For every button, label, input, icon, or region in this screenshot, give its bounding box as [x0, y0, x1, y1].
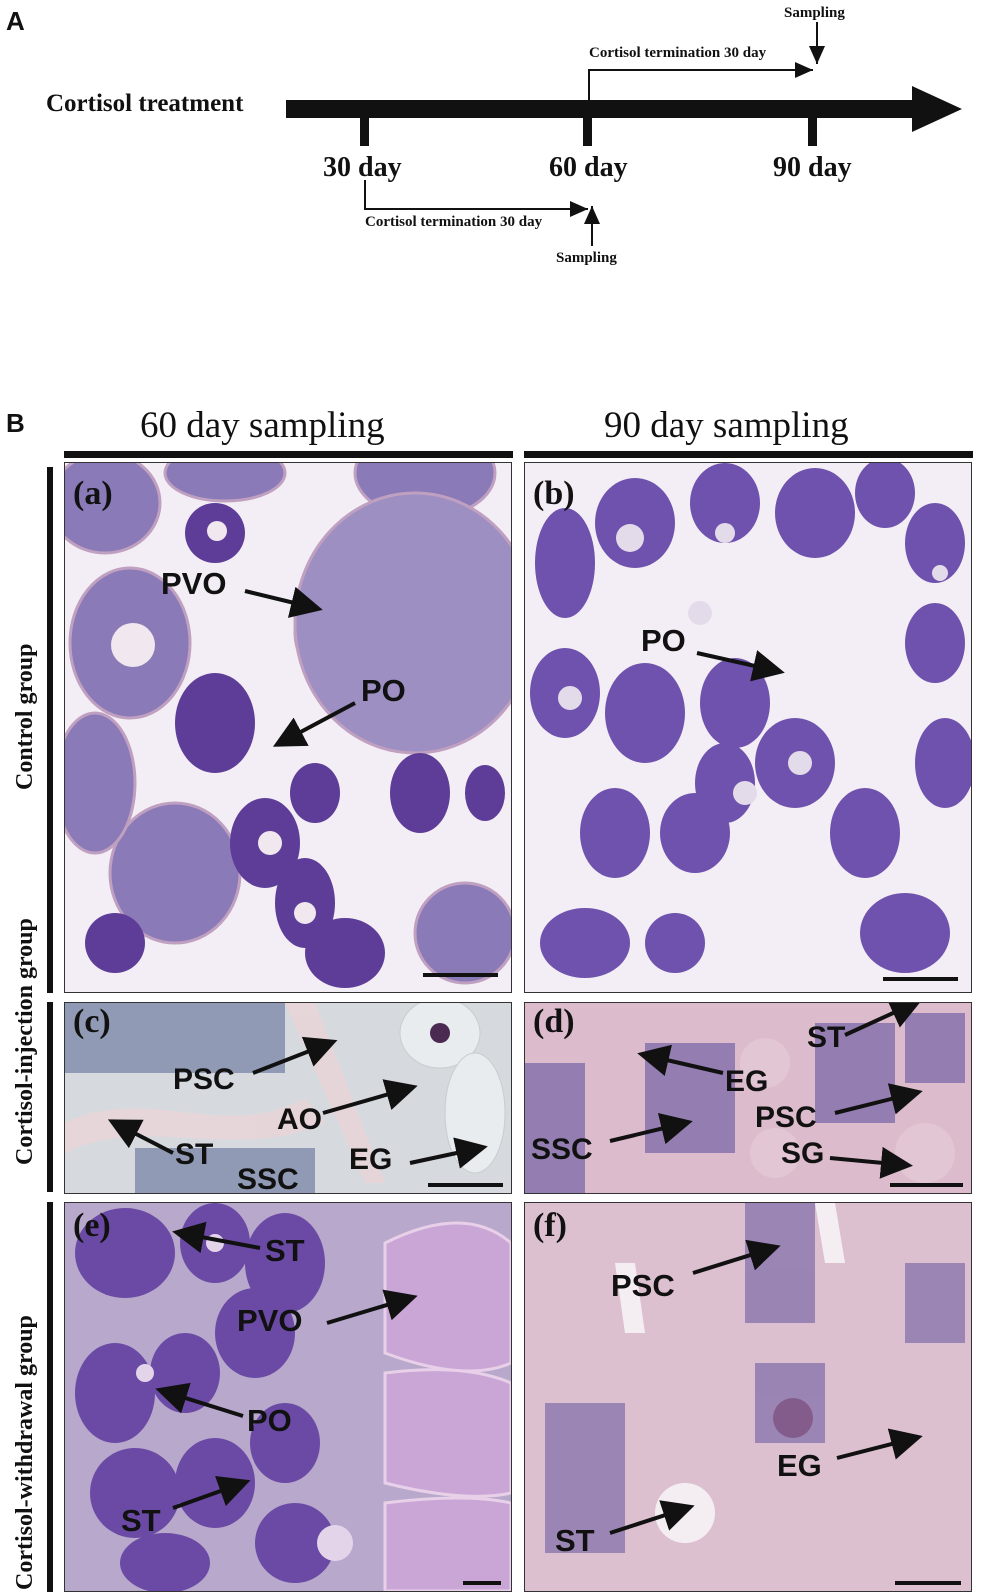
col-underline-90 [524, 451, 973, 458]
day-30-label: 30 day [323, 152, 402, 183]
tag-c: (c) [73, 1003, 111, 1040]
micrograph-f-art [545, 1203, 965, 1553]
tag-b: (b) [533, 475, 575, 512]
row-bar-withdrawal [47, 1202, 53, 1592]
upper-sampling-label: Sampling [784, 5, 845, 21]
tick-30 [360, 116, 369, 146]
tag-d: (d) [533, 1003, 575, 1040]
row-bar-injection [47, 1002, 53, 1192]
timeline-arrowhead [912, 86, 962, 132]
label-e-po: PO [247, 1403, 292, 1438]
micrograph-b: (b) PO [524, 462, 972, 993]
day-60-label: 60 day [549, 152, 628, 183]
col-underline-60 [64, 451, 513, 458]
micrograph-d: (d) ST EG PSC SSC SG [524, 1002, 972, 1194]
label-f-eg: EG [777, 1448, 822, 1483]
panel-b-letter: B [6, 408, 25, 438]
label-c-ao: AO [277, 1103, 322, 1136]
treatment-label: Cortisol treatment [46, 90, 244, 117]
label-d-ssc: SSC [531, 1133, 593, 1166]
label-d-eg: EG [725, 1065, 769, 1098]
micrograph-a-art [65, 463, 511, 988]
label-e-st-bottom: ST [121, 1503, 161, 1538]
tag-a: (a) [73, 475, 113, 512]
timeline-diagram [286, 22, 962, 246]
day-90-label: 90 day [773, 152, 852, 183]
label-c-ssc: SSC [237, 1163, 299, 1194]
upper-termination-label: Cortisol termination 30 day [589, 45, 767, 61]
lower-sampling-label: Sampling [556, 250, 617, 266]
col-header-90: 90 day sampling [604, 405, 849, 446]
tick-90 [808, 116, 817, 146]
micrograph-e-art [75, 1203, 511, 1591]
col-header-60: 60 day sampling [140, 405, 385, 446]
timeline-bar [286, 100, 916, 118]
micrograph-b-art [530, 463, 971, 978]
upper-termination-line [588, 62, 813, 100]
tick-60 [583, 116, 592, 146]
micrograph-c: (c) PSC AO ST EG SSC [64, 1002, 512, 1194]
micrograph-e: (e) ST PVO PO ST [64, 1202, 512, 1592]
tag-f: (f) [533, 1207, 567, 1244]
lower-termination-label: Cortisol termination 30 day [365, 214, 543, 230]
arrows-e [155, 1221, 501, 1585]
arrows-b [696, 650, 958, 981]
label-d-st: ST [807, 1021, 846, 1054]
label-c-psc: PSC [173, 1063, 235, 1096]
micrograph-a: (a) PVO PO [64, 462, 512, 993]
row-label-control: Control group [12, 643, 38, 790]
label-f-st: ST [555, 1523, 595, 1558]
label-e-st-top: ST [265, 1233, 305, 1268]
arrows-c [107, 1036, 503, 1187]
lower-termination-line [364, 180, 588, 217]
label-c-eg: EG [349, 1143, 393, 1176]
label-a-po: PO [361, 673, 406, 708]
arrows-a [244, 586, 498, 977]
label-d-sg: SG [781, 1137, 825, 1170]
row-label-withdrawal: Cortisol-withdrawal group [12, 1315, 38, 1590]
micrograph-f: (f) PSC EG ST [524, 1202, 972, 1592]
label-e-pvo: PVO [237, 1303, 303, 1338]
row-label-injection: Cortisol-injection group [12, 918, 38, 1165]
label-c-st: ST [175, 1138, 214, 1171]
tag-e: (e) [73, 1207, 111, 1244]
label-d-psc: PSC [755, 1101, 817, 1134]
panel-a-letter: A [6, 6, 25, 36]
label-a-pvo: PVO [161, 566, 227, 601]
label-f-psc: PSC [611, 1268, 675, 1303]
label-b-po: PO [641, 623, 686, 658]
arrows-d [609, 1003, 963, 1187]
row-bar-control [47, 467, 53, 993]
arrows-f [609, 1239, 961, 1585]
